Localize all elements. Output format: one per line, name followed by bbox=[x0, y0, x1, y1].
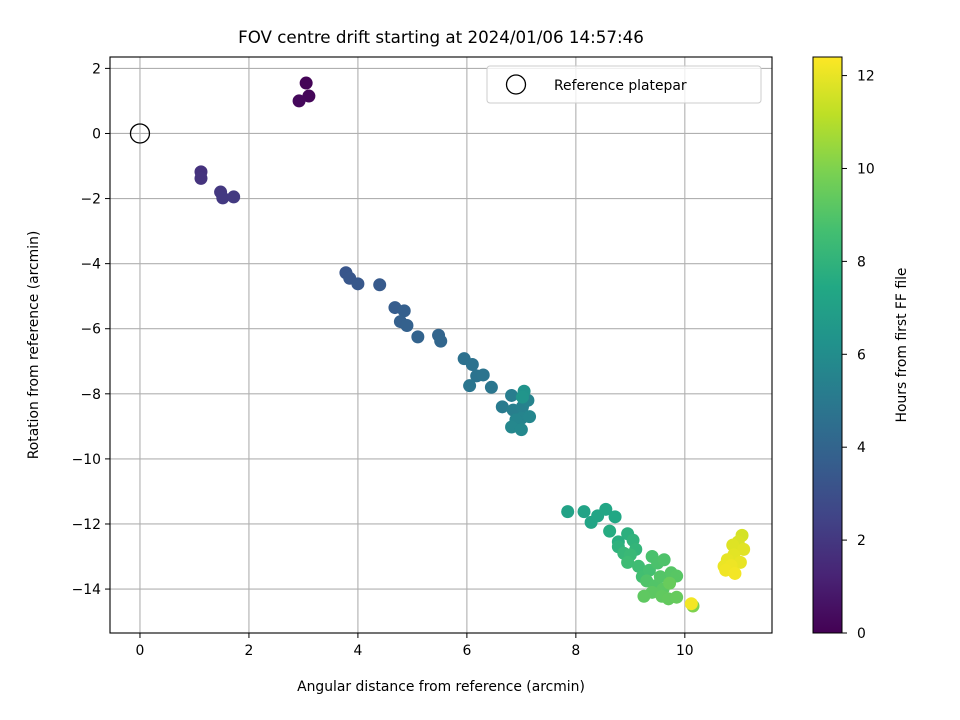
data-point bbox=[400, 318, 414, 332]
x-tick-label: 10 bbox=[676, 643, 694, 659]
colorbar-tick-label: 10 bbox=[857, 161, 875, 177]
data-point bbox=[621, 555, 635, 569]
data-point bbox=[484, 380, 498, 394]
data-point bbox=[292, 94, 306, 108]
data-point bbox=[728, 566, 742, 580]
x-tick-label: 6 bbox=[462, 643, 471, 659]
y-tick-label: −8 bbox=[81, 387, 101, 403]
colorbar-tick-label: 12 bbox=[857, 69, 875, 85]
data-point bbox=[603, 524, 617, 538]
data-point bbox=[515, 390, 529, 404]
y-tick-label: −12 bbox=[72, 517, 101, 533]
data-point bbox=[684, 597, 698, 611]
legend: Reference platepar bbox=[486, 65, 762, 104]
data-points bbox=[194, 76, 751, 613]
data-point bbox=[657, 553, 671, 567]
data-point bbox=[434, 334, 448, 348]
data-point bbox=[476, 368, 490, 382]
data-point bbox=[351, 277, 365, 291]
data-point bbox=[505, 388, 519, 402]
data-point bbox=[653, 570, 667, 584]
data-point bbox=[726, 538, 740, 552]
legend-label: Reference platepar bbox=[554, 78, 687, 94]
y-tick-label: 2 bbox=[92, 61, 101, 77]
data-point bbox=[608, 510, 622, 524]
x-tick-label: 0 bbox=[136, 643, 145, 659]
data-point bbox=[216, 191, 230, 205]
colorbar-tick-label: 0 bbox=[857, 626, 866, 642]
data-point bbox=[302, 89, 316, 103]
x-tick-label: 2 bbox=[245, 643, 254, 659]
data-point bbox=[599, 502, 613, 516]
data-point bbox=[373, 278, 387, 292]
y-tick-label: −14 bbox=[72, 582, 101, 598]
data-point bbox=[523, 410, 537, 424]
data-point bbox=[737, 542, 751, 556]
data-point bbox=[505, 420, 519, 434]
colorbar-gradient bbox=[813, 57, 842, 633]
y-axis-label: Rotation from reference (arcmin) bbox=[26, 231, 42, 460]
y-tick-label: 0 bbox=[92, 126, 101, 142]
data-point bbox=[299, 76, 313, 90]
colorbar-ticks: 0 2 4 6 8 10 12 bbox=[842, 69, 875, 642]
y-tick-label: −10 bbox=[72, 452, 101, 468]
y-tick-label: −2 bbox=[81, 192, 101, 208]
y-tick-label: −4 bbox=[81, 257, 102, 273]
y-tick-label: −6 bbox=[81, 322, 101, 338]
data-point bbox=[577, 505, 591, 519]
data-point bbox=[227, 190, 241, 204]
y-axis-ticks: 2 0 −2 −4 −6 −8 −10 −12 −14 bbox=[72, 61, 110, 598]
colorbar-label: Hours from first FF file bbox=[894, 268, 910, 423]
data-point bbox=[561, 505, 575, 519]
colorbar-tick-label: 4 bbox=[857, 440, 866, 456]
x-axis-label: Angular distance from reference (arcmin) bbox=[297, 679, 585, 695]
colorbar-frame bbox=[812, 56, 843, 634]
x-tick-label: 8 bbox=[571, 643, 580, 659]
colorbar-tick-label: 2 bbox=[857, 533, 866, 549]
colorbar: 0 2 4 6 8 10 12 Hours from first FF file bbox=[812, 56, 910, 642]
reference-marker bbox=[129, 123, 151, 144]
data-point bbox=[632, 559, 646, 573]
data-point bbox=[194, 171, 208, 185]
grid-lines bbox=[110, 57, 772, 633]
data-point bbox=[411, 330, 425, 344]
chart-title: FOV centre drift starting at 2024/01/06 … bbox=[238, 27, 644, 47]
plot-frame bbox=[109, 56, 773, 634]
colorbar-tick-label: 8 bbox=[857, 254, 866, 270]
data-point bbox=[514, 423, 528, 437]
data-point bbox=[670, 590, 684, 604]
x-tick-label: 4 bbox=[353, 643, 362, 659]
data-point bbox=[463, 379, 477, 393]
data-point bbox=[465, 358, 479, 372]
data-point bbox=[397, 304, 411, 318]
x-axis-ticks: 0 2 4 6 8 10 bbox=[136, 633, 694, 659]
colorbar-tick-label: 6 bbox=[857, 347, 866, 363]
legend-marker-icon bbox=[505, 74, 527, 95]
reference-point-marker bbox=[129, 123, 151, 144]
data-point bbox=[495, 400, 509, 414]
data-point bbox=[663, 576, 677, 590]
legend-box bbox=[486, 65, 762, 104]
data-point bbox=[637, 589, 651, 603]
